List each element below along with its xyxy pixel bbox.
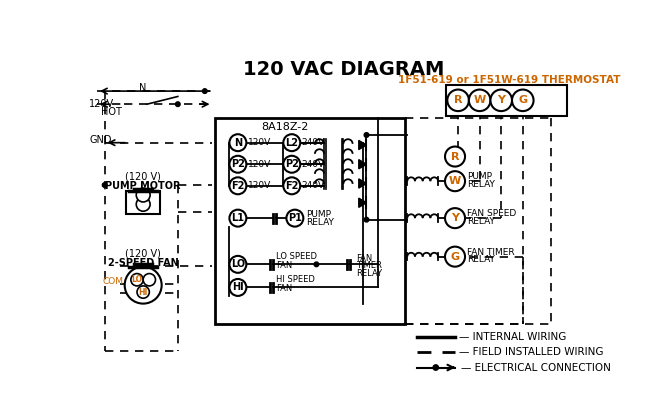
- Text: RELAY: RELAY: [468, 255, 495, 264]
- Text: 240V: 240V: [302, 181, 325, 190]
- Text: LO: LO: [131, 275, 143, 284]
- Text: — ELECTRICAL CONNECTION: — ELECTRICAL CONNECTION: [461, 362, 611, 372]
- Text: 1F51-619 or 1F51W-619 THERMOSTAT: 1F51-619 or 1F51W-619 THERMOSTAT: [398, 75, 620, 85]
- Circle shape: [229, 177, 247, 194]
- Circle shape: [283, 134, 300, 151]
- Text: — FIELD INSTALLED WIRING: — FIELD INSTALLED WIRING: [459, 347, 604, 357]
- Text: FAN: FAN: [356, 253, 373, 263]
- Circle shape: [229, 256, 247, 273]
- Circle shape: [512, 90, 533, 111]
- Text: P2: P2: [285, 159, 299, 169]
- Text: FAN: FAN: [277, 285, 293, 293]
- Circle shape: [283, 156, 300, 173]
- Text: RELAY: RELAY: [306, 218, 334, 227]
- Text: — INTERNAL WIRING: — INTERNAL WIRING: [459, 332, 566, 342]
- Text: 8A18Z-2: 8A18Z-2: [261, 122, 308, 132]
- Text: G: G: [518, 96, 527, 105]
- Text: 120V: 120V: [248, 160, 271, 169]
- Circle shape: [364, 217, 368, 222]
- Text: 2-SPEED FAN: 2-SPEED FAN: [108, 258, 178, 268]
- Text: L1: L1: [231, 213, 245, 223]
- Circle shape: [125, 266, 161, 304]
- Text: HOT: HOT: [100, 107, 122, 117]
- Text: HI: HI: [139, 287, 148, 297]
- Circle shape: [286, 210, 304, 227]
- Text: 120V: 120V: [248, 138, 271, 147]
- Circle shape: [176, 102, 180, 106]
- Polygon shape: [358, 160, 366, 169]
- Text: P2: P2: [231, 159, 245, 169]
- Bar: [126, 191, 160, 214]
- Text: G: G: [450, 252, 460, 261]
- Text: F2: F2: [285, 181, 298, 191]
- Text: (120 V): (120 V): [125, 172, 161, 182]
- Circle shape: [433, 365, 438, 370]
- Circle shape: [364, 133, 368, 137]
- Polygon shape: [358, 140, 366, 150]
- Text: RELAY: RELAY: [468, 180, 495, 189]
- Polygon shape: [358, 179, 366, 188]
- Text: FAN TIMER: FAN TIMER: [468, 248, 515, 256]
- Circle shape: [229, 156, 247, 173]
- Text: LO SPEED: LO SPEED: [277, 252, 318, 261]
- Text: 240V: 240V: [302, 138, 325, 147]
- Text: R: R: [454, 96, 462, 105]
- Text: 120 VAC DIAGRAM: 120 VAC DIAGRAM: [243, 59, 444, 78]
- Text: FAN SPEED: FAN SPEED: [468, 209, 517, 218]
- Circle shape: [137, 286, 149, 298]
- Circle shape: [131, 274, 143, 286]
- Bar: [215, 118, 405, 323]
- Circle shape: [445, 247, 465, 266]
- Text: PUMP: PUMP: [306, 210, 331, 219]
- Bar: [446, 85, 567, 116]
- Text: W: W: [474, 96, 486, 105]
- Text: L2: L2: [285, 138, 298, 147]
- Circle shape: [445, 208, 465, 228]
- Circle shape: [283, 177, 300, 194]
- Circle shape: [136, 188, 150, 202]
- Text: N: N: [234, 138, 242, 147]
- Circle shape: [229, 210, 247, 227]
- Circle shape: [229, 279, 247, 296]
- Circle shape: [136, 197, 150, 211]
- Text: RELAY: RELAY: [468, 217, 495, 226]
- Text: HI: HI: [232, 282, 244, 292]
- Circle shape: [143, 274, 155, 286]
- Text: (120 V): (120 V): [125, 249, 161, 259]
- Text: RELAY: RELAY: [356, 269, 383, 278]
- Text: FAN: FAN: [277, 261, 293, 270]
- Circle shape: [314, 262, 319, 266]
- Circle shape: [229, 134, 247, 151]
- Circle shape: [103, 183, 107, 187]
- Text: HI SPEED: HI SPEED: [277, 275, 316, 284]
- Text: P1: P1: [288, 213, 302, 223]
- Text: W: W: [449, 176, 461, 186]
- Text: 240V: 240V: [302, 160, 325, 169]
- Text: Y: Y: [497, 96, 505, 105]
- Text: 120V: 120V: [89, 99, 115, 109]
- Circle shape: [448, 90, 469, 111]
- Text: 120V: 120V: [248, 181, 271, 190]
- Text: TIMER: TIMER: [356, 261, 383, 270]
- Text: COM: COM: [102, 277, 123, 286]
- Text: GND: GND: [89, 135, 112, 145]
- Circle shape: [445, 147, 465, 166]
- Circle shape: [202, 89, 207, 93]
- Text: PUMP MOTOR: PUMP MOTOR: [105, 181, 181, 191]
- Text: N: N: [139, 83, 147, 93]
- Text: PUMP: PUMP: [468, 172, 492, 181]
- Text: LO: LO: [231, 259, 245, 269]
- Text: Y: Y: [451, 213, 459, 223]
- Circle shape: [490, 90, 512, 111]
- Circle shape: [445, 171, 465, 191]
- Text: R: R: [451, 152, 459, 162]
- Polygon shape: [358, 198, 366, 207]
- Circle shape: [469, 90, 490, 111]
- Text: F2: F2: [231, 181, 245, 191]
